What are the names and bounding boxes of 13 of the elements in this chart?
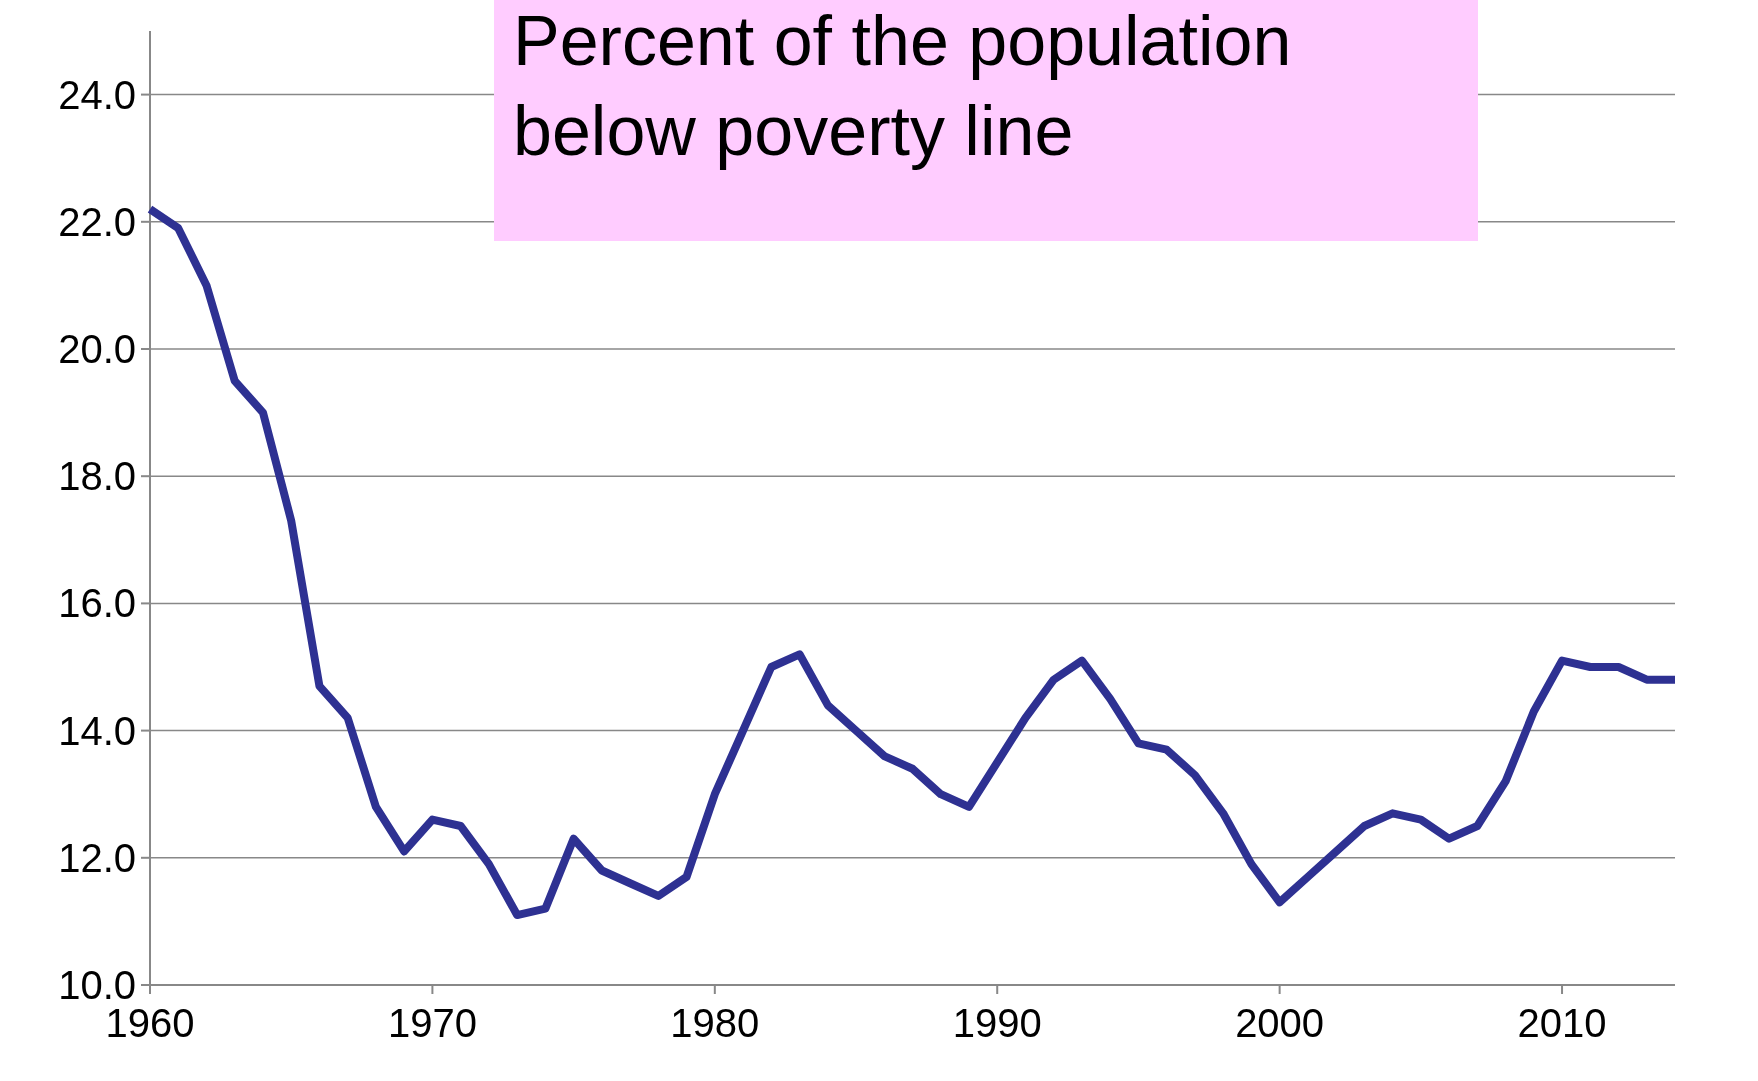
x-tick-label: 2010 [1517,1001,1607,1045]
y-tick-label: 24.0 [58,72,136,117]
x-tick-label: 1970 [387,1001,477,1045]
x-tick-label: 2000 [1235,1001,1325,1045]
x-tick-label: 1990 [952,1001,1042,1045]
chart-title: Percent of the population below poverty line [513,2,1292,170]
y-tick-label: 22.0 [58,199,136,244]
y-tick-label: 12.0 [58,835,136,880]
y-tick-label: 14.0 [58,708,136,753]
y-tick-label: 20.0 [58,327,136,371]
y-tick-label: 18.0 [58,454,136,499]
y-tick-label: 16.0 [58,581,136,626]
x-tick-label: 1980 [670,1001,760,1045]
